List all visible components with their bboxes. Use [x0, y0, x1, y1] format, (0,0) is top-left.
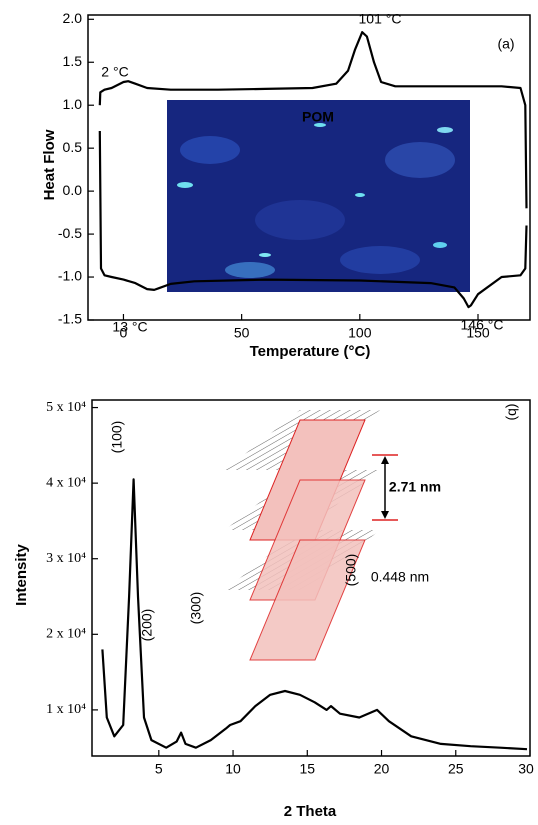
annotation: (100) — [109, 421, 125, 454]
x-tick-label: 100 — [348, 325, 372, 341]
y-tick-label: 2 x 10⁴ — [46, 627, 86, 642]
annotation: 2 °C — [101, 64, 128, 80]
y-tick-label: 1.0 — [63, 96, 83, 112]
annotation: (a) — [497, 36, 514, 52]
y-tick-label: -0.5 — [58, 225, 82, 241]
x-tick-label: 10 — [225, 761, 241, 777]
x-tick-label: 150 — [466, 325, 490, 341]
y-tick-label: 5 x 10⁴ — [46, 400, 86, 415]
x-tick-label: 5 — [155, 761, 163, 777]
x-tick-label: 20 — [374, 761, 390, 777]
y-tick-label: 3 x 10⁴ — [46, 551, 86, 566]
x-tick-label: 50 — [234, 325, 250, 341]
y-tick-label: -1.5 — [58, 311, 82, 327]
x-tick-label: 0 — [120, 325, 128, 341]
x-tick-label: 30 — [518, 761, 534, 777]
data-line — [101, 478, 528, 751]
plot-frame — [87, 14, 531, 321]
annotation: (b) — [505, 403, 521, 420]
annotation: 2.71 nm — [389, 479, 441, 495]
y-tick-label: 2.0 — [63, 10, 83, 26]
annotation: POM — [302, 109, 334, 125]
plot-frame — [91, 399, 531, 757]
data-line — [98, 31, 528, 209]
annotation: 101 °C — [359, 11, 402, 27]
annotation: (300) — [188, 592, 204, 625]
lamella-schematic — [225, 410, 398, 661]
y-tick-label: 0.0 — [63, 182, 83, 198]
x-tick-label: 25 — [448, 761, 464, 777]
y-tick-label: 4 x 10⁴ — [46, 475, 86, 490]
x-axis-label: Temperature (°C) — [250, 343, 371, 360]
annotation: (200) — [139, 609, 155, 642]
y-axis-label: Heat Flow — [41, 129, 58, 200]
x-tick-label: 15 — [299, 761, 315, 777]
x-axis-label: 2 Theta — [284, 803, 337, 820]
y-tick-label: 0.5 — [63, 139, 83, 155]
annotation: (500) — [343, 554, 359, 587]
annotation: 146 °C — [461, 317, 504, 333]
data-line — [98, 130, 528, 309]
pom-image — [167, 100, 470, 292]
y-axis-label: Intensity — [13, 544, 30, 606]
y-tick-label: 1 x 10⁴ — [46, 702, 86, 717]
annotation: 13 °C — [112, 319, 147, 335]
annotation: 0.448 nm — [371, 569, 429, 585]
y-tick-label: 1.5 — [63, 53, 83, 69]
y-tick-label: -1.0 — [58, 268, 82, 284]
